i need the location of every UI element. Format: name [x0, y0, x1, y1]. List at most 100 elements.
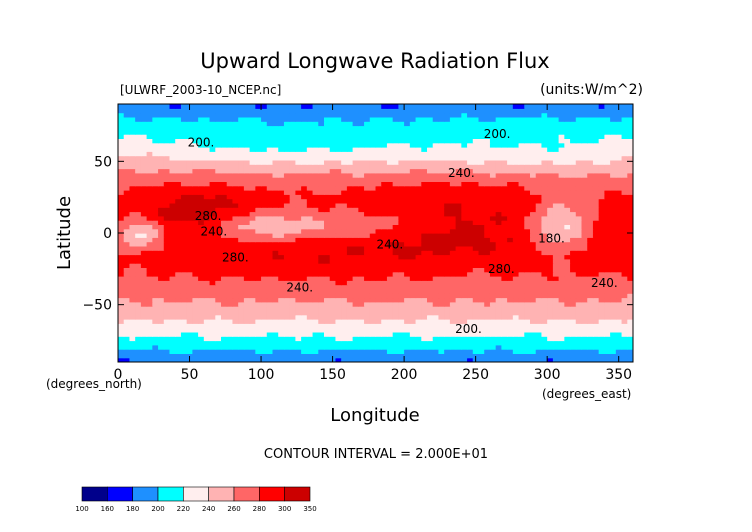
field-cell [575, 271, 583, 277]
field-cell [192, 301, 199, 307]
field-cell [381, 211, 388, 217]
field-cell [467, 241, 474, 247]
field-cell [301, 344, 308, 350]
field-cell [547, 159, 554, 165]
field-cell [558, 164, 565, 170]
field-cell [180, 336, 188, 342]
field-cell [398, 336, 405, 342]
field-cell [255, 168, 262, 174]
field-cell [621, 185, 628, 191]
field-cell [364, 177, 371, 182]
field-cell [507, 276, 514, 281]
field-cell [489, 241, 497, 247]
field-cell [409, 349, 417, 354]
field-cell [547, 134, 554, 139]
field-cell [449, 331, 457, 337]
field-cell [301, 284, 308, 290]
field-cell [261, 323, 268, 329]
field-cell [587, 288, 594, 294]
field-cell [335, 344, 342, 350]
field-cell [381, 237, 388, 243]
field-cell [621, 164, 628, 170]
field-cell [558, 250, 565, 256]
field-cell [398, 284, 405, 290]
field-cell [558, 237, 565, 243]
field-cell [198, 327, 205, 333]
field-cell [152, 177, 159, 182]
field-cell [564, 142, 571, 148]
field-cell [146, 284, 153, 290]
field-cell [341, 147, 348, 152]
field-cell [318, 280, 325, 286]
field-cell [421, 306, 428, 311]
field-cell [530, 331, 537, 337]
field-cell [615, 306, 623, 311]
field-cell [324, 344, 331, 350]
field-cell [570, 147, 577, 152]
field-cell [604, 288, 611, 294]
field-cell [518, 293, 525, 299]
field-cell [478, 254, 485, 260]
field-cell [238, 164, 245, 170]
field-cell [507, 134, 514, 139]
field-cell [175, 125, 182, 131]
field-cell [627, 224, 633, 230]
field-cell [226, 254, 234, 260]
field-cell [266, 344, 274, 350]
field-cell [158, 258, 165, 264]
field-cell [518, 194, 525, 200]
field-cell [455, 215, 462, 221]
field-cell [489, 202, 497, 208]
field-cell [570, 245, 577, 251]
field-cell [318, 224, 325, 230]
field-cell [306, 181, 314, 187]
field-cell [346, 314, 354, 320]
field-cell [346, 263, 354, 268]
field-cell [495, 254, 502, 260]
field-cell [301, 190, 308, 195]
field-cell [427, 211, 434, 217]
field-cell [587, 280, 594, 286]
field-cell [432, 250, 440, 256]
field-cell [484, 190, 491, 195]
field-cell [358, 254, 365, 260]
field-cell [335, 331, 342, 337]
field-cell [570, 129, 577, 135]
field-cell [118, 121, 125, 127]
field-cell [530, 301, 537, 307]
field-cell [301, 297, 308, 303]
field-cell [203, 228, 211, 234]
field-cell [364, 314, 371, 320]
field-cell [329, 151, 337, 157]
field-cell [118, 349, 125, 354]
field-cell [575, 349, 583, 354]
field-cell [558, 168, 565, 174]
field-cell [587, 331, 594, 337]
field-cell [324, 142, 331, 148]
field-cell [318, 276, 325, 281]
field-cell [249, 224, 256, 230]
field-cell [535, 129, 543, 135]
field-cell [192, 228, 199, 234]
field-cell [575, 254, 583, 260]
field-cell [329, 215, 337, 221]
field-cell [547, 319, 554, 324]
field-cell [329, 297, 337, 303]
field-cell [352, 155, 359, 161]
field-cell [421, 357, 428, 362]
field-cell [255, 340, 262, 346]
field-cell [175, 202, 182, 208]
field-cell [564, 263, 571, 268]
field-cell [318, 228, 325, 234]
field-cell [140, 215, 148, 221]
field-cell [449, 198, 457, 204]
field-cell [226, 237, 234, 243]
field-cell [226, 129, 234, 135]
field-cell [530, 237, 537, 243]
field-cell [209, 280, 216, 286]
field-cell [524, 241, 531, 247]
field-cell [415, 314, 422, 320]
field-cell [530, 202, 537, 208]
field-cell [249, 241, 256, 247]
field-cell [507, 237, 514, 243]
